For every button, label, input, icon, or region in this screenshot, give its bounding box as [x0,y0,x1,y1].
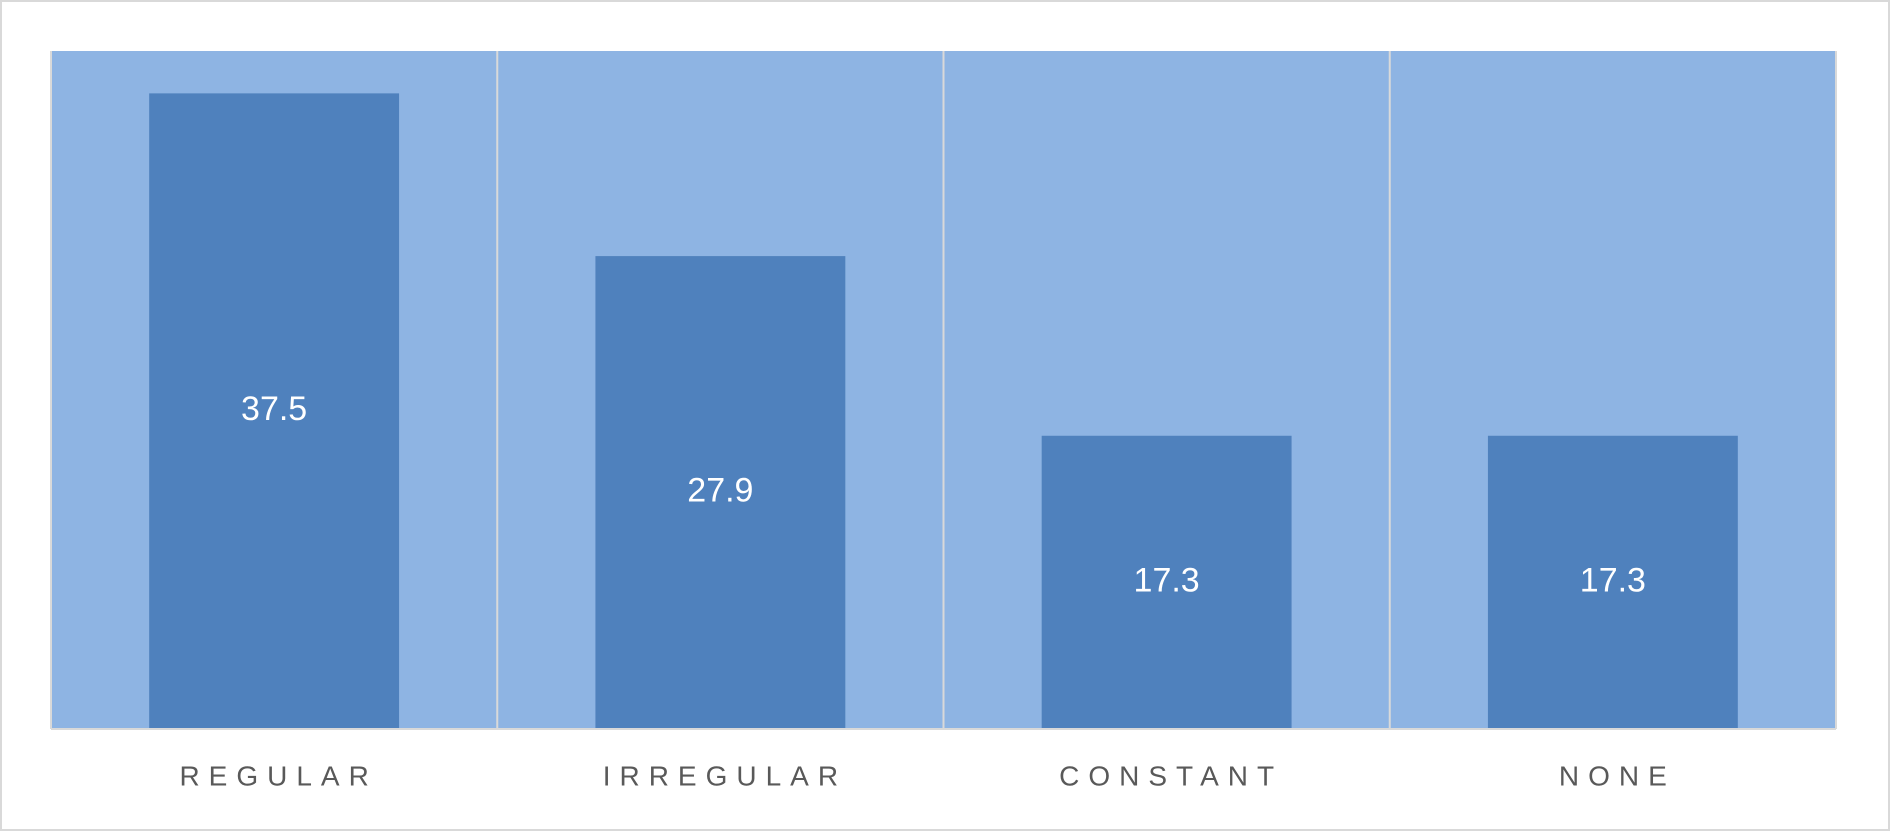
data-label: 27.9 [687,472,753,510]
x-tick-label: IRREGULAR [603,760,847,791]
data-label: 17.3 [1580,561,1646,599]
bar [1487,435,1738,729]
bar [595,256,846,729]
x-tick-label: NONE [1559,760,1676,791]
bar [149,93,400,729]
data-label: 37.5 [241,390,307,428]
bar [1041,435,1292,729]
x-tick-label: REGULAR [179,760,377,791]
data-label: 17.3 [1134,561,1200,599]
x-tick-label: CONSTANT [1059,760,1283,791]
